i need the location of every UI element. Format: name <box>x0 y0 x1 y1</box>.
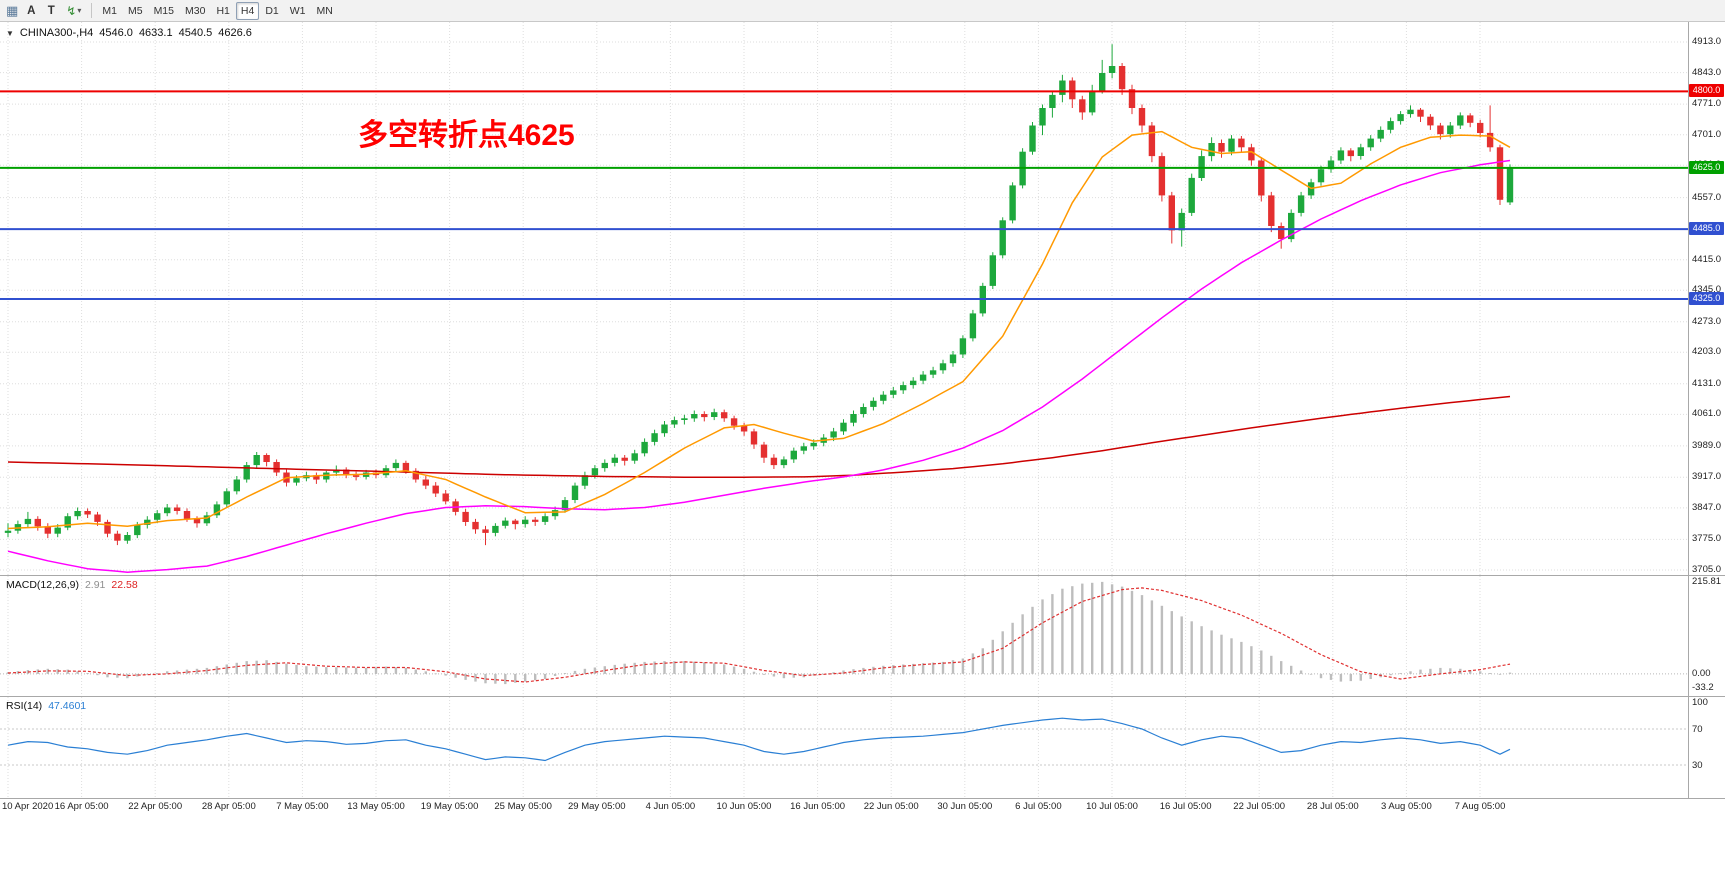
ohlc-close: 4626.6 <box>218 27 252 39</box>
toolbar-separator <box>91 3 93 18</box>
time-axis-label: 16 Jul 05:00 <box>1159 801 1212 812</box>
price-tick-label: 4061.0 <box>1692 408 1722 420</box>
price-tick-label: 4913.0 <box>1692 36 1722 47</box>
time-axis-label: 22 Apr 05:00 <box>128 801 183 812</box>
crosshair-tool-button[interactable]: ↯ ▾ <box>61 2 86 20</box>
timeframe-button-m1[interactable]: M1 <box>102 4 117 17</box>
time-axis-label: 10 Jul 05:00 <box>1086 801 1138 812</box>
main-chart-canvas[interactable] <box>0 22 1688 575</box>
symbol-dropdown-icon[interactable]: ▼ <box>6 28 14 38</box>
timeframe-button-h4[interactable]: H4 <box>235 1 260 20</box>
macd-title: MACD(12,26,9) <box>6 579 79 591</box>
timeframe-button-d1[interactable]: D1 <box>265 4 279 17</box>
timeframe-group: M1 M5 M15 M30 H1 H4 D1 W1 MN <box>97 1 337 20</box>
rsi-axis-label: 100 <box>1692 697 1708 708</box>
price-tick-label: 4131.0 <box>1692 377 1722 389</box>
panel-separator[interactable] <box>0 696 1725 697</box>
time-axis-label: 13 May 05:00 <box>347 801 405 812</box>
time-axis-label: 25 May 05:00 <box>494 801 552 812</box>
hline-price-badge: 4325.0 <box>1689 292 1724 305</box>
hline-price-badge: 4800.0 <box>1689 84 1724 98</box>
chevron-down-icon: ▾ <box>77 6 82 15</box>
text-tool-button[interactable]: T <box>47 4 55 17</box>
price-tick-label: 4345.0 <box>1692 284 1722 296</box>
price-axis-border <box>1688 22 1689 799</box>
chart-text-annotation[interactable]: 多空转折点4625 <box>358 119 575 152</box>
price-tick-label: 4203.0 <box>1692 346 1722 358</box>
macd-axis-label: -33.2 <box>1692 682 1714 693</box>
price-tick-label: 4771.0 <box>1692 98 1722 110</box>
macd-histogram <box>6 581 1512 685</box>
timeframe-button-m15[interactable]: M15 <box>153 4 174 17</box>
candlesticks <box>4 44 1514 546</box>
time-axis-label: 22 Jun 05:00 <box>863 801 919 812</box>
timeframe-button-h1[interactable]: H1 <box>216 4 230 17</box>
time-axis-label: 10 Apr 2020 <box>2 801 54 812</box>
price-tick-label: 4273.0 <box>1692 315 1722 327</box>
price-tick-label: 3917.0 <box>1692 471 1722 483</box>
hline-price-badge: 4625.0 <box>1689 160 1724 174</box>
ma-fast-orange-line <box>7 130 1511 530</box>
macd-panel-canvas[interactable] <box>0 576 1688 696</box>
time-axis-label: 16 Apr 05:00 <box>54 801 109 812</box>
time-axis-label: 16 Jun 05:00 <box>790 801 846 812</box>
price-tick-label: 4701.0 <box>1692 128 1722 140</box>
macd-header: MACD(12,26,9) 2.91 22.58 <box>6 579 138 591</box>
ma-mid-magenta-line <box>7 159 1511 573</box>
time-axis-label: 19 May 05:00 <box>420 801 479 812</box>
symbol-name: CHINA300-,H4 <box>19 27 94 39</box>
macd-main-value: 2.91 <box>84 579 106 591</box>
timeframe-button-w1[interactable]: W1 <box>289 4 306 17</box>
rsi-value: 47.4601 <box>48 700 87 712</box>
text-label-tool-button[interactable]: A <box>27 4 36 17</box>
zigzag-tool-icon: ↯ <box>66 3 77 18</box>
macd-axis-label: 215.81 <box>1692 576 1722 587</box>
macd-axis-label: 0.00 <box>1692 667 1711 679</box>
rsi-axis-label: 70 <box>1692 724 1703 735</box>
time-axis-label: 30 Jun 05:00 <box>937 801 993 812</box>
time-axis-label: 4 Jun 05:00 <box>645 801 696 812</box>
time-axis-label: 6 Jul 05:00 <box>1015 801 1062 812</box>
time-axis-label: 7 Aug 05:00 <box>1454 801 1506 812</box>
macd-grid <box>7 576 1481 696</box>
hline-price-badge: 4485.0 <box>1689 222 1724 236</box>
ohlc-high: 4633.1 <box>138 27 173 39</box>
time-axis-label: 28 Jul 05:00 <box>1306 801 1359 812</box>
time-axis-label: 7 May 05:00 <box>276 801 329 812</box>
time-axis-label: 10 Jun 05:00 <box>716 801 772 812</box>
price-tick-label: 3847.0 <box>1692 501 1722 513</box>
rsi-panel-canvas[interactable] <box>0 697 1688 798</box>
time-axis-label: 22 Jul 05:00 <box>1233 801 1286 812</box>
rsi-grid <box>7 697 1481 798</box>
price-tick-label: 3989.0 <box>1692 439 1722 451</box>
macd-signal-line <box>7 587 1511 683</box>
price-tick-label: 4557.0 <box>1692 191 1722 203</box>
macd-signal-value: 22.58 <box>111 579 138 591</box>
price-tick-label: 3775.0 <box>1692 533 1722 545</box>
timeframe-button-m30[interactable]: M30 <box>185 4 206 17</box>
timeframe-button-mn[interactable]: MN <box>316 4 333 17</box>
ma-slow-red-line <box>7 395 1511 479</box>
time-axis-label: 28 Apr 05:00 <box>201 801 256 812</box>
rsi-title: RSI(14) <box>6 700 43 712</box>
time-axis-label: 3 Aug 05:00 <box>1381 801 1432 812</box>
rsi-axis-label: 30 <box>1692 760 1703 771</box>
rsi-header: RSI(14) 47.4601 <box>6 700 86 712</box>
price-tick-label: 3705.0 <box>1692 564 1722 575</box>
price-tick-label: 4843.0 <box>1692 66 1722 78</box>
timeframe-button-m5[interactable]: M5 <box>127 4 143 17</box>
time-axis-label: 29 May 05:00 <box>568 801 626 812</box>
ohlc-low: 4540.5 <box>178 27 213 39</box>
price-tick-label: 4415.0 <box>1692 253 1722 265</box>
panel-separator[interactable] <box>0 575 1725 576</box>
chart-grid-icon[interactable]: ▦ <box>6 2 19 18</box>
ohlc-open: 4546.0 <box>99 27 133 39</box>
symbol-header: ▼ CHINA300-,H4 4546.0 4633.1 4540.5 4626… <box>6 27 252 39</box>
panel-separator[interactable] <box>0 798 1725 799</box>
rsi-line <box>7 717 1511 762</box>
